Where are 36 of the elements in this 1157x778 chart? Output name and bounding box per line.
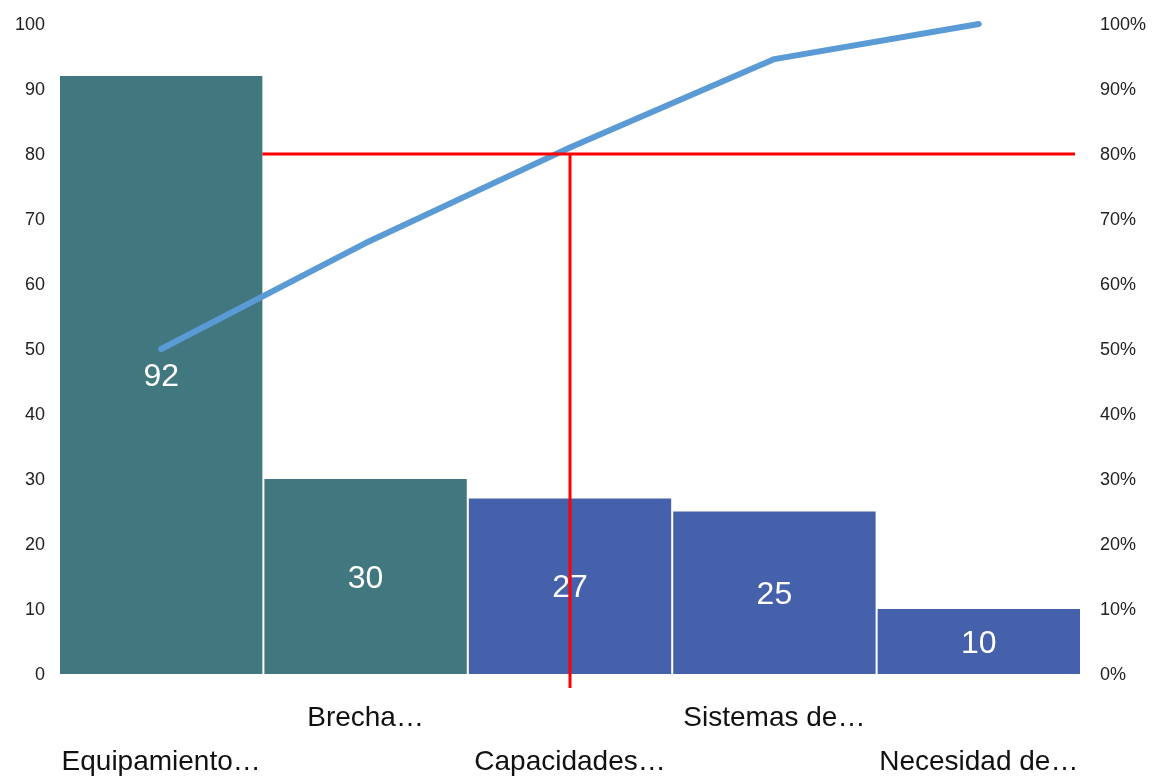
x-tick-label: Brecha…	[307, 701, 424, 732]
y-tick-label: 100	[14, 14, 45, 34]
y2-tick-label: 0%	[1100, 664, 1127, 684]
y2-tick-label: 30%	[1100, 469, 1137, 489]
y-tick-label: 10	[24, 599, 45, 619]
bar	[468, 498, 672, 674]
data-label: 25	[756, 574, 793, 611]
data-label: 92	[143, 357, 179, 393]
bar	[264, 479, 467, 674]
y2-tick-label: 10%	[1100, 599, 1137, 619]
y2-tick-label: 40%	[1100, 404, 1137, 424]
y2-tick-label: 80%	[1100, 144, 1137, 164]
x-tick-label: Sistemas de…	[683, 701, 866, 732]
data-label: 30	[347, 558, 384, 595]
x-tick-label: Necesidad de…	[879, 745, 1079, 776]
y-tick-label: 60	[24, 274, 45, 294]
y2-tick-label: 100%	[1100, 14, 1147, 34]
y-tick-label: 0	[34, 664, 45, 684]
y-tick-label: 70	[24, 209, 45, 229]
y2-tick-label: 70%	[1100, 209, 1137, 229]
y-tick-label: 90	[24, 79, 45, 99]
bar	[877, 609, 1080, 674]
data-label: 10	[961, 623, 997, 660]
y2-tick-label: 50%	[1100, 339, 1137, 359]
y2-tick-label: 60%	[1100, 274, 1137, 294]
bar	[673, 511, 876, 674]
y-tick-label: 40	[24, 404, 45, 424]
x-tick-label: Equipamiento…	[61, 745, 261, 776]
y-tick-label: 50	[24, 339, 45, 359]
y2-tick-label: 20%	[1100, 534, 1137, 554]
y2-tick-label: 90%	[1100, 79, 1137, 99]
y-tick-label: 30	[24, 469, 45, 489]
x-tick-label: Capacidades…	[474, 745, 666, 776]
bar	[60, 76, 263, 674]
y-tick-label: 20	[24, 534, 45, 554]
y-tick-label: 80	[24, 144, 45, 164]
